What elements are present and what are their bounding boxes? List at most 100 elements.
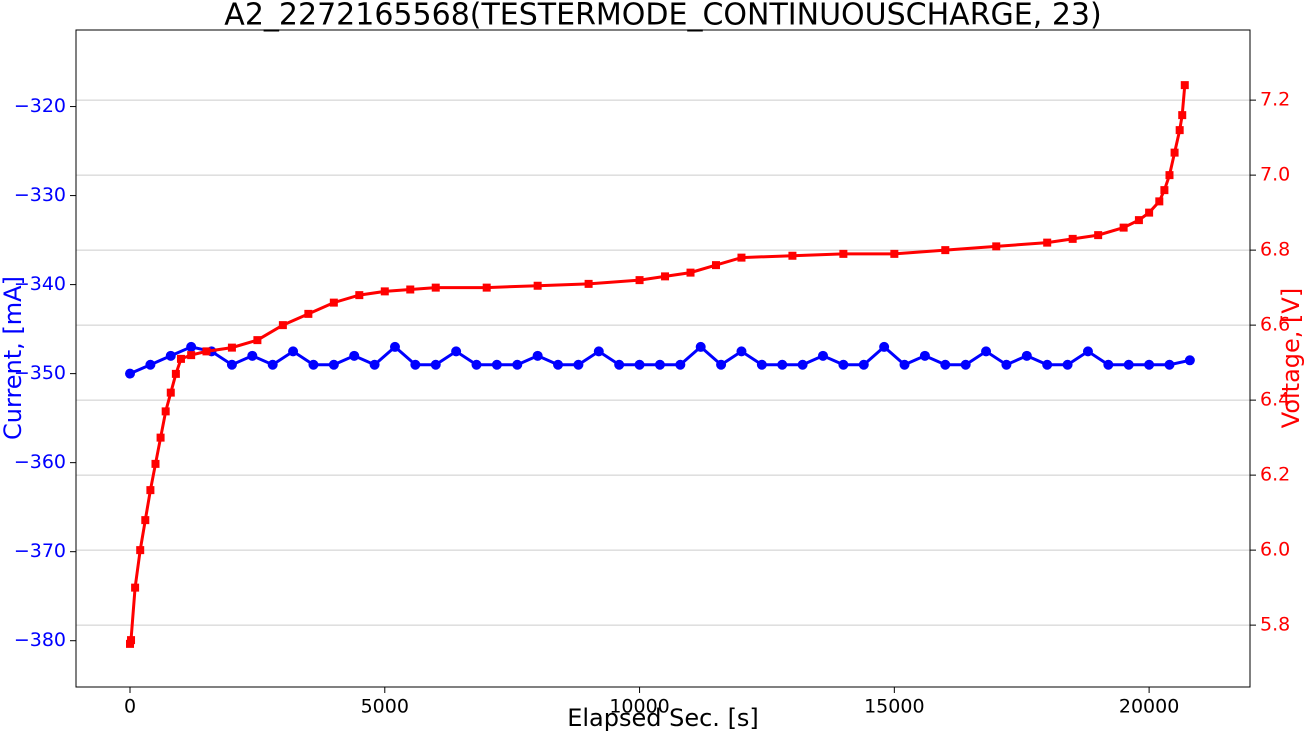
point	[737, 253, 746, 262]
point	[202, 347, 211, 356]
y2-tick-label: 7.2	[1260, 89, 1290, 111]
point	[788, 251, 797, 260]
x-tick-label: 0	[124, 696, 136, 718]
point	[654, 359, 665, 370]
point	[1178, 111, 1187, 120]
point	[1170, 148, 1179, 157]
point	[410, 359, 421, 370]
point	[482, 283, 491, 292]
point	[151, 459, 160, 468]
point	[304, 309, 313, 318]
point	[941, 246, 950, 255]
point	[1123, 359, 1134, 370]
chart-title: A2_2272165568(TESTERMODE_CONTINUOUSCHARG…	[224, 0, 1101, 33]
point	[838, 359, 849, 370]
point	[1068, 234, 1077, 243]
x-tick-label: 5000	[361, 696, 409, 718]
point	[1155, 197, 1164, 206]
point	[1042, 359, 1053, 370]
y-tick-label: −380	[14, 629, 66, 651]
point	[899, 359, 910, 370]
point	[127, 636, 136, 645]
point	[675, 359, 686, 370]
point	[635, 276, 644, 285]
point	[960, 359, 971, 370]
point	[1165, 171, 1174, 180]
point	[584, 279, 593, 288]
point	[797, 359, 808, 370]
point	[532, 350, 543, 361]
point	[858, 359, 869, 370]
y2-tick-label: 6.2	[1260, 464, 1290, 486]
point	[171, 369, 180, 378]
y-tick-label: −350	[14, 362, 66, 384]
point	[1094, 231, 1103, 240]
point	[817, 350, 828, 361]
point	[431, 283, 440, 292]
point	[166, 388, 175, 397]
point	[573, 359, 584, 370]
y2-axis-label: Voltage, [V]	[1277, 288, 1305, 428]
point	[165, 350, 176, 361]
point	[711, 261, 720, 270]
point	[430, 359, 441, 370]
point	[940, 359, 951, 370]
point	[879, 341, 890, 352]
point	[355, 291, 364, 300]
y-tick-label: −370	[14, 540, 66, 562]
y2-tick-label: 6.4	[1260, 389, 1290, 411]
point	[329, 298, 338, 307]
plot-frame	[75, 29, 1251, 688]
point	[593, 346, 604, 357]
y2-tick-label: 7.0	[1260, 164, 1290, 186]
point	[716, 359, 727, 370]
y-tick-label: −360	[14, 451, 66, 473]
x-tick-label: 20000	[1119, 696, 1179, 718]
point	[349, 350, 360, 361]
point	[125, 368, 136, 379]
point	[1180, 81, 1189, 90]
point	[141, 516, 150, 525]
point	[491, 359, 502, 370]
point	[136, 546, 145, 555]
point	[380, 287, 389, 296]
point	[226, 359, 237, 370]
x-tick-label: 15000	[864, 696, 924, 718]
point	[406, 285, 415, 294]
point	[227, 343, 236, 352]
point	[247, 350, 258, 361]
point	[686, 268, 695, 277]
y-tick-label: −340	[14, 273, 66, 295]
point	[451, 346, 462, 357]
point	[389, 341, 400, 352]
point	[981, 346, 992, 357]
x-axis-label: Elapsed Sec. [s]	[567, 704, 759, 732]
point	[156, 433, 165, 442]
point	[1082, 346, 1093, 357]
point	[161, 407, 170, 416]
point	[890, 249, 899, 258]
point	[1144, 359, 1155, 370]
y2-tick-label: 6.6	[1260, 314, 1290, 336]
point	[471, 359, 482, 370]
point	[839, 249, 848, 258]
point	[1021, 350, 1032, 361]
y-tick-label: −330	[14, 184, 66, 206]
point	[328, 359, 339, 370]
y2-tick-label: 5.8	[1260, 614, 1290, 636]
point	[267, 359, 278, 370]
point	[176, 354, 185, 363]
point	[736, 346, 747, 357]
point	[278, 321, 287, 330]
point	[1184, 355, 1195, 366]
point	[288, 346, 299, 357]
point	[1134, 216, 1143, 225]
point	[634, 359, 645, 370]
point	[777, 359, 788, 370]
point	[992, 242, 1001, 251]
point	[1145, 208, 1154, 217]
point	[695, 341, 706, 352]
y2-tick-label: 6.8	[1260, 239, 1290, 261]
point	[1062, 359, 1073, 370]
